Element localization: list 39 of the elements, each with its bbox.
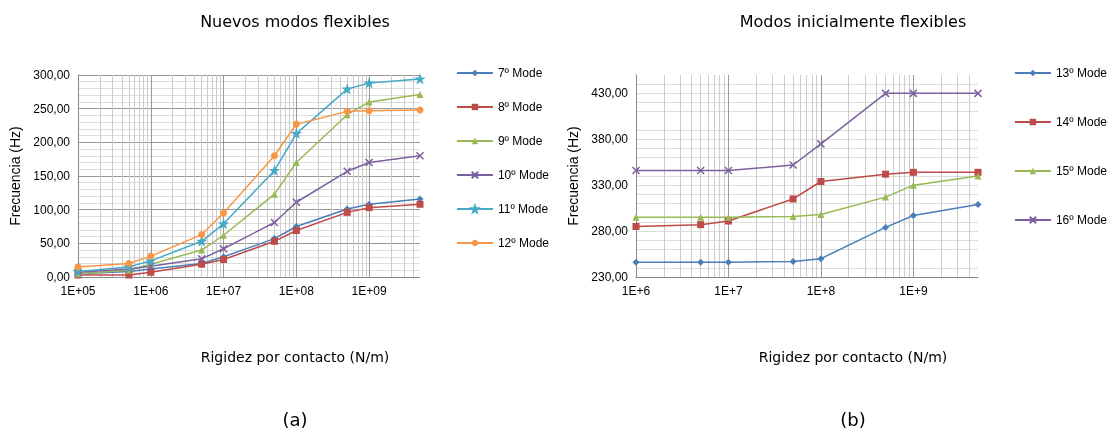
- x-axis-title: Rigidez por contacto (N/m): [200, 349, 390, 365]
- legend-label: 14º Mode: [1055, 115, 1108, 129]
- legend-label: 12º Mode: [497, 236, 550, 250]
- x-axis-title: Rigidez por contacto (N/m): [758, 349, 948, 365]
- x-tick-label: 1E+7: [714, 284, 743, 298]
- x-tick-label: 1E+6: [621, 284, 651, 298]
- legend-label: 13º Mode: [1055, 66, 1108, 80]
- legend-label: 7º Mode: [497, 66, 543, 80]
- legend-label: 15º Mode: [1055, 164, 1108, 178]
- legend-label: 10º Mode: [497, 168, 550, 182]
- x-tick-label: 1E+8: [806, 284, 836, 298]
- text: (a): [282, 408, 308, 430]
- legend-label: 9º Mode: [497, 134, 543, 148]
- legend-label: 8º Mode: [497, 100, 543, 114]
- y-tick-label: 330,00: [591, 178, 629, 193]
- y-tick-label: 430,00: [591, 86, 629, 101]
- y-tick-label: 230,00: [591, 270, 629, 284]
- legend-label: 11º Mode: [497, 202, 549, 216]
- y-tick-label: 280,00: [591, 224, 629, 239]
- chart-title: Modos inicialmente flexibles: [739, 11, 967, 31]
- y-tick-label: 300,00: [33, 68, 71, 82]
- x-tick-label: 1E+08: [278, 284, 315, 298]
- y-axis-title: Frecuencia (Hz): [565, 126, 581, 226]
- y-tick-label: 150,00: [33, 169, 71, 183]
- y-tick-label: 100,00: [33, 202, 71, 217]
- text: (b): [840, 408, 866, 430]
- y-tick-label: 0,00: [46, 270, 71, 284]
- x-tick-label: 1E+09: [351, 284, 387, 298]
- y-tick-label: 50,00: [39, 236, 71, 251]
- y-axis-title: Frecuencia (Hz): [7, 126, 23, 226]
- y-tick-label: 250,00: [33, 101, 71, 116]
- chart-title: Nuevos modos flexibles: [200, 11, 390, 31]
- x-tick-label: 1E+9: [899, 284, 928, 298]
- legend-label: 16º Mode: [1055, 213, 1108, 227]
- x-tick-label: 1E+05: [60, 284, 96, 298]
- y-tick-label: 380,00: [591, 132, 629, 147]
- y-tick-label: 200,00: [33, 135, 71, 150]
- x-tick-label: 1E+07: [206, 284, 242, 298]
- x-tick-label: 1E+06: [133, 284, 169, 298]
